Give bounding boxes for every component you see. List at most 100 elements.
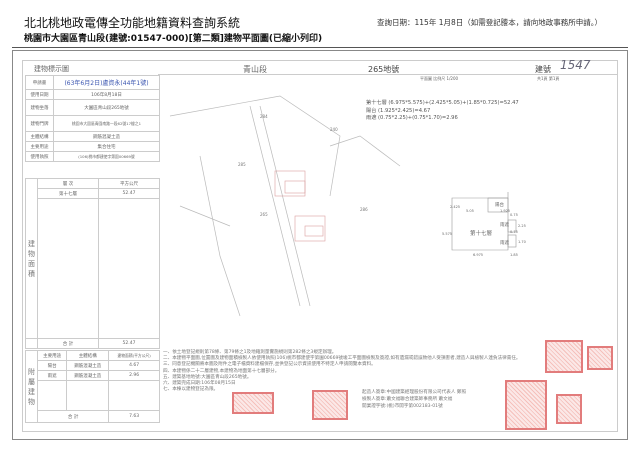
parcel-boundary bbox=[169, 95, 341, 197]
query-date: 查詢日期：115年 1月8日（如需登記謄本，請向地政事務所申請。） bbox=[377, 18, 602, 27]
parcel-label: 286 bbox=[360, 207, 368, 212]
area: 2.96 bbox=[108, 370, 160, 381]
formula-balcony: 陽台 (1.925*2.425)=4.67 bbox=[366, 107, 431, 114]
red-seal-stamp bbox=[556, 394, 582, 424]
canopy-outline bbox=[507, 219, 517, 233]
system-title: 北北桃地政電傳全功能地籍資料查詢系統 bbox=[24, 16, 241, 30]
applicant-value: (63年6月2日)盧資永(44年1號) bbox=[53, 75, 160, 90]
dimension: 1.925 bbox=[500, 209, 510, 213]
note-item: 四、本建物係二十二層建物,本建物為地面第十七層部分。 bbox=[163, 368, 280, 374]
label: 主體結構 bbox=[25, 131, 54, 142]
floor-area: 52.47 bbox=[98, 188, 160, 199]
value: 集合住宅 bbox=[53, 141, 160, 152]
label: 使用執照 bbox=[25, 151, 54, 162]
floor-name: 第十七層 bbox=[37, 188, 99, 199]
red-seal-stamp bbox=[505, 380, 547, 430]
floor-plan: 陽台 第十七層 雨遮 雨遮 2.425 5.05 1.925 0.75 5.57… bbox=[442, 192, 526, 257]
divider bbox=[158, 74, 618, 75]
area-formulas: 第十七層 (6.975*5.575)+(2.425*5.05)+(1.85*0.… bbox=[366, 100, 519, 123]
red-seal-stamp bbox=[232, 392, 274, 414]
location-map: 284 285 286 240 265 bbox=[169, 95, 401, 317]
page-number: 共1頁 第1頁 bbox=[537, 76, 560, 81]
header: 建物面積(平方公尺) bbox=[108, 350, 160, 361]
parcel-label: 284 bbox=[260, 114, 268, 119]
red-seal-stamp bbox=[312, 390, 348, 420]
dimension: 1.85 bbox=[510, 253, 518, 257]
road-line bbox=[259, 105, 311, 307]
note-item: 二、本建物平面圖,位置圖及建物面積檢製人依使用執照(106)桃市都建使字第園00… bbox=[163, 356, 521, 362]
signatures: 起造人簽章:中國建築經理股份有限公司代表人 鄭照 檢製人簽章:蕭文福聯合建築師事… bbox=[362, 389, 466, 410]
building-info-table: 申請書 (63年6月2日)盧資永(44年1號) 使用日期 106年8月18日 建物坐… bbox=[25, 75, 160, 162]
document-subtitle: 桃園市大園區青山段(建號:01547-000)[第二類]建物平面圖(已縮小列印) bbox=[24, 34, 323, 44]
structure: 鋼筋混凝土造 bbox=[66, 360, 110, 371]
label: 使用日期 bbox=[25, 89, 54, 100]
structure: 鋼筋混凝土造 bbox=[66, 370, 110, 381]
use: 陽台 bbox=[36, 360, 68, 371]
attach-side-label: 附屬建物 bbox=[25, 350, 38, 423]
formula-canopy: 雨遮 (0.75*2.25)+(0.75*1.70)=2.96 bbox=[366, 115, 458, 121]
note-item: 一、依土地登記規則第78條、第79條之1及地籍測量實施規則第282條之3規定辦理… bbox=[163, 350, 337, 355]
road-line bbox=[249, 105, 301, 307]
balcony-outline bbox=[487, 197, 509, 213]
signer-line: 起造人簽章:中國建築經理股份有限公司代表人 鄭照 bbox=[362, 390, 467, 395]
note-item: 三、同意登記機關將本圖及附件之電子檔資料建檔保存,並供登記公示資訊使用不特定人申… bbox=[163, 362, 376, 368]
attached-building-table: 附屬建物 主要用途 主體結構 建物面積(平方公尺) 陽台 鋼筋混凝土造 4.67 雨遮 鋼筋… bbox=[25, 350, 160, 423]
note-item: 六、建築完成日期:106年08月15日 bbox=[163, 381, 236, 387]
header: 平方公尺 bbox=[98, 178, 160, 189]
left-title: 建物標示圖 bbox=[34, 65, 69, 73]
notes: 一、依土地登記規則第78條、第79條之1及地籍測量實施規則第282條之3規定辦理… bbox=[163, 350, 523, 393]
scale: 平面圖 比例尺 1/200 bbox=[420, 76, 459, 81]
parcel-boundary bbox=[329, 135, 401, 167]
note-item: 七、本棟以建物登記為限。 bbox=[163, 387, 219, 393]
red-seal-stamp bbox=[587, 346, 613, 370]
header: 主要用途 bbox=[36, 350, 68, 361]
value: 鋼筋混凝土造 bbox=[53, 131, 160, 142]
building-footprint bbox=[274, 170, 326, 242]
section-name: 青山段 bbox=[243, 65, 267, 74]
header: 層 次 bbox=[37, 178, 99, 189]
canopy-outline bbox=[507, 234, 517, 248]
dimension: 1.70 bbox=[518, 240, 526, 244]
building-no-handwritten: 1547 bbox=[560, 58, 591, 72]
canopy-label: 雨遮 bbox=[500, 221, 509, 228]
red-seal-stamp bbox=[545, 340, 583, 373]
label: 申請書 bbox=[25, 75, 54, 90]
floor-label: 第十七層 bbox=[470, 229, 492, 237]
note-item: 五、建築基地地號:大園區青山段265地號。 bbox=[163, 374, 252, 380]
dimension: 2.25 bbox=[518, 224, 526, 228]
canopy-label: 雨遮 bbox=[500, 239, 509, 246]
header: 主體結構 bbox=[66, 350, 110, 361]
total-value: 7.63 bbox=[108, 410, 160, 423]
label: 建物門牌 bbox=[25, 115, 54, 132]
total-label: 合 計 bbox=[37, 338, 99, 349]
balcony-label: 陽台 bbox=[495, 201, 504, 208]
value: 桃園市大園區青園南路一段62號17樓之1 bbox=[53, 115, 160, 132]
dimension: 5.575 bbox=[442, 232, 452, 236]
area: 4.67 bbox=[108, 360, 160, 371]
value: (106)桃市都建使字第園00669號 bbox=[53, 151, 160, 162]
floor-area-table: 建物面積層 次平方公尺 第十七層 52.47 合 計 52.47 bbox=[25, 178, 160, 349]
value: 106年8月18日 bbox=[53, 89, 160, 100]
dimension: 0.75 bbox=[510, 230, 518, 234]
signer-line: 開業證字號:(桃)市開字第002183-01號 bbox=[362, 404, 443, 409]
lot-number: 265地號 bbox=[368, 65, 400, 74]
parcel-boundary bbox=[179, 205, 231, 227]
dimension: 6.975 bbox=[473, 253, 483, 257]
divider bbox=[12, 47, 628, 48]
value: 大園區青山段265地號 bbox=[53, 99, 160, 116]
dimension: 5.05 bbox=[466, 209, 474, 213]
formula-floor: 第十七層 (6.975*5.575)+(2.425*5.05)+(1.85*0.… bbox=[366, 100, 519, 106]
total-label: 合 計 bbox=[36, 410, 110, 423]
parcel-label: 265 bbox=[260, 212, 268, 217]
plan-sheet bbox=[22, 60, 618, 432]
document-frame bbox=[12, 50, 628, 440]
parcel-boundary bbox=[199, 155, 241, 317]
use: 雨遮 bbox=[36, 370, 68, 381]
label: 建物坐落 bbox=[25, 99, 54, 116]
floor-side-label: 建物面積 bbox=[25, 178, 38, 339]
parcel-label: 240 bbox=[330, 127, 338, 132]
building-no-label: 建號 bbox=[535, 65, 551, 74]
total-value: 52.47 bbox=[98, 338, 160, 349]
dimension: 0.75 bbox=[510, 213, 518, 217]
parcel-label: 285 bbox=[238, 162, 246, 167]
